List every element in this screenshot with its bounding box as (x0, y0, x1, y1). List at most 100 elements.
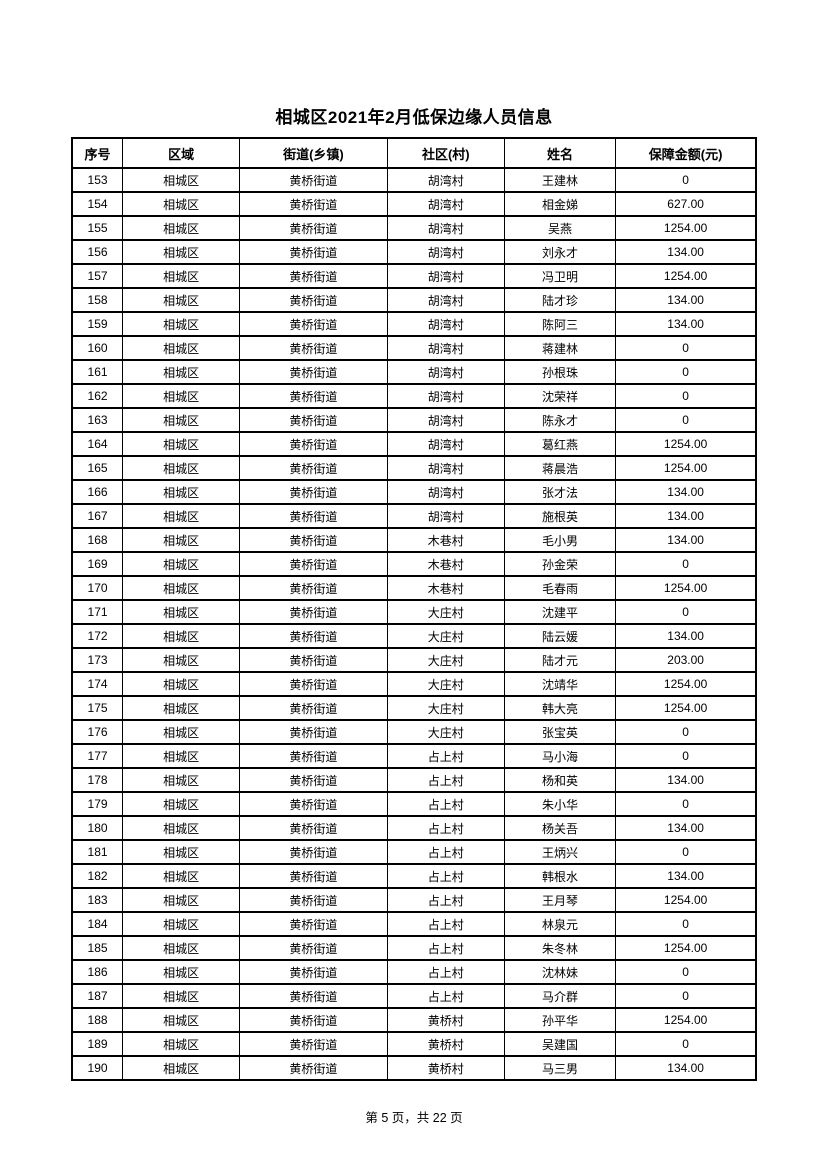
table-row: 173 相城区 黄桥街道 大庄村 陆才元 203.00 (71, 647, 757, 673)
cell-region: 相城区 (122, 887, 241, 913)
cell-region: 相城区 (122, 623, 241, 649)
cell-name: 陆才珍 (503, 287, 617, 313)
cell-street: 黄桥街道 (239, 791, 388, 817)
table-row: 168 相城区 黄桥街道 木巷村 毛小男 134.00 (71, 527, 757, 553)
cell-name: 杨和英 (503, 767, 617, 793)
cell-amount: 0 (615, 359, 757, 385)
cell-region: 相城区 (122, 527, 241, 553)
cell-community: 占上村 (386, 959, 505, 985)
cell-street: 黄桥街道 (239, 215, 388, 241)
column-header-region: 区域 (122, 137, 241, 169)
cell-region: 相城区 (122, 959, 241, 985)
cell-community: 胡湾村 (386, 503, 505, 529)
cell-street: 黄桥街道 (239, 167, 388, 193)
cell-amount: 134.00 (615, 527, 757, 553)
cell-region: 相城区 (122, 359, 241, 385)
cell-amount: 0 (615, 1031, 757, 1057)
cell-seq: 188 (71, 1007, 124, 1033)
cell-community: 胡湾村 (386, 263, 505, 289)
cell-street: 黄桥街道 (239, 551, 388, 577)
cell-community: 胡湾村 (386, 383, 505, 409)
table-row: 185 相城区 黄桥街道 占上村 朱冬林 1254.00 (71, 935, 757, 961)
cell-seq: 155 (71, 215, 124, 241)
cell-amount: 0 (615, 407, 757, 433)
column-header-seq: 序号 (71, 137, 124, 169)
column-header-community: 社区(村) (386, 137, 505, 169)
cell-seq: 187 (71, 983, 124, 1009)
cell-name: 林泉元 (503, 911, 617, 937)
cell-name: 杨关吾 (503, 815, 617, 841)
cell-region: 相城区 (122, 815, 241, 841)
cell-name: 韩大亮 (503, 695, 617, 721)
table-row: 162 相城区 黄桥街道 胡湾村 沈荣祥 0 (71, 383, 757, 409)
cell-community: 木巷村 (386, 527, 505, 553)
cell-community: 大庄村 (386, 623, 505, 649)
cell-region: 相城区 (122, 551, 241, 577)
cell-seq: 189 (71, 1031, 124, 1057)
cell-amount: 0 (615, 791, 757, 817)
cell-community: 占上村 (386, 911, 505, 937)
cell-community: 胡湾村 (386, 215, 505, 241)
cell-community: 大庄村 (386, 599, 505, 625)
cell-seq: 180 (71, 815, 124, 841)
cell-region: 相城区 (122, 671, 241, 697)
cell-region: 相城区 (122, 599, 241, 625)
cell-region: 相城区 (122, 263, 241, 289)
cell-street: 黄桥街道 (239, 383, 388, 409)
cell-name: 沈建平 (503, 599, 617, 625)
cell-amount: 0 (615, 551, 757, 577)
cell-amount: 134.00 (615, 503, 757, 529)
cell-amount: 134.00 (615, 767, 757, 793)
cell-region: 相城区 (122, 215, 241, 241)
cell-street: 黄桥街道 (239, 767, 388, 793)
cell-community: 占上村 (386, 935, 505, 961)
cell-amount: 134.00 (615, 623, 757, 649)
cell-region: 相城区 (122, 239, 241, 265)
table-header: 序号 区域 街道(乡镇) 社区(村) 姓名 保障金额(元) (71, 137, 757, 169)
cell-seq: 183 (71, 887, 124, 913)
cell-amount: 0 (615, 383, 757, 409)
cell-street: 黄桥街道 (239, 599, 388, 625)
cell-name: 施根英 (503, 503, 617, 529)
cell-amount: 134.00 (615, 815, 757, 841)
cell-seq: 168 (71, 527, 124, 553)
table-row: 170 相城区 黄桥街道 木巷村 毛春雨 1254.00 (71, 575, 757, 601)
cell-name: 陆才元 (503, 647, 617, 673)
cell-seq: 153 (71, 167, 124, 193)
cell-amount: 1254.00 (615, 1007, 757, 1033)
cell-community: 胡湾村 (386, 431, 505, 457)
cell-amount: 134.00 (615, 239, 757, 265)
cell-seq: 163 (71, 407, 124, 433)
cell-community: 占上村 (386, 887, 505, 913)
cell-community: 木巷村 (386, 551, 505, 577)
cell-name: 葛红燕 (503, 431, 617, 457)
table-row: 172 相城区 黄桥街道 大庄村 陆云媛 134.00 (71, 623, 757, 649)
table-row: 177 相城区 黄桥街道 占上村 马小海 0 (71, 743, 757, 769)
cell-amount: 203.00 (615, 647, 757, 673)
column-header-street: 街道(乡镇) (239, 137, 388, 169)
cell-name: 蒋晨浩 (503, 455, 617, 481)
cell-seq: 162 (71, 383, 124, 409)
cell-amount: 627.00 (615, 191, 757, 217)
cell-community: 黄桥村 (386, 1007, 505, 1033)
cell-name: 冯卫明 (503, 263, 617, 289)
cell-seq: 179 (71, 791, 124, 817)
cell-street: 黄桥街道 (239, 983, 388, 1009)
cell-street: 黄桥街道 (239, 359, 388, 385)
benefit-info-table: 序号 区域 街道(乡镇) 社区(村) 姓名 保障金额(元) 153 相城区 黄桥街道… (71, 137, 757, 1081)
cell-seq: 167 (71, 503, 124, 529)
cell-street: 黄桥街道 (239, 407, 388, 433)
cell-seq: 165 (71, 455, 124, 481)
table-row: 171 相城区 黄桥街道 大庄村 沈建平 0 (71, 599, 757, 625)
cell-community: 胡湾村 (386, 311, 505, 337)
cell-street: 黄桥街道 (239, 743, 388, 769)
cell-name: 蒋建林 (503, 335, 617, 361)
cell-name: 张宝英 (503, 719, 617, 745)
cell-region: 相城区 (122, 479, 241, 505)
cell-community: 胡湾村 (386, 239, 505, 265)
cell-community: 木巷村 (386, 575, 505, 601)
cell-region: 相城区 (122, 167, 241, 193)
cell-amount: 1254.00 (615, 263, 757, 289)
cell-name: 相金娣 (503, 191, 617, 217)
cell-name: 毛春雨 (503, 575, 617, 601)
